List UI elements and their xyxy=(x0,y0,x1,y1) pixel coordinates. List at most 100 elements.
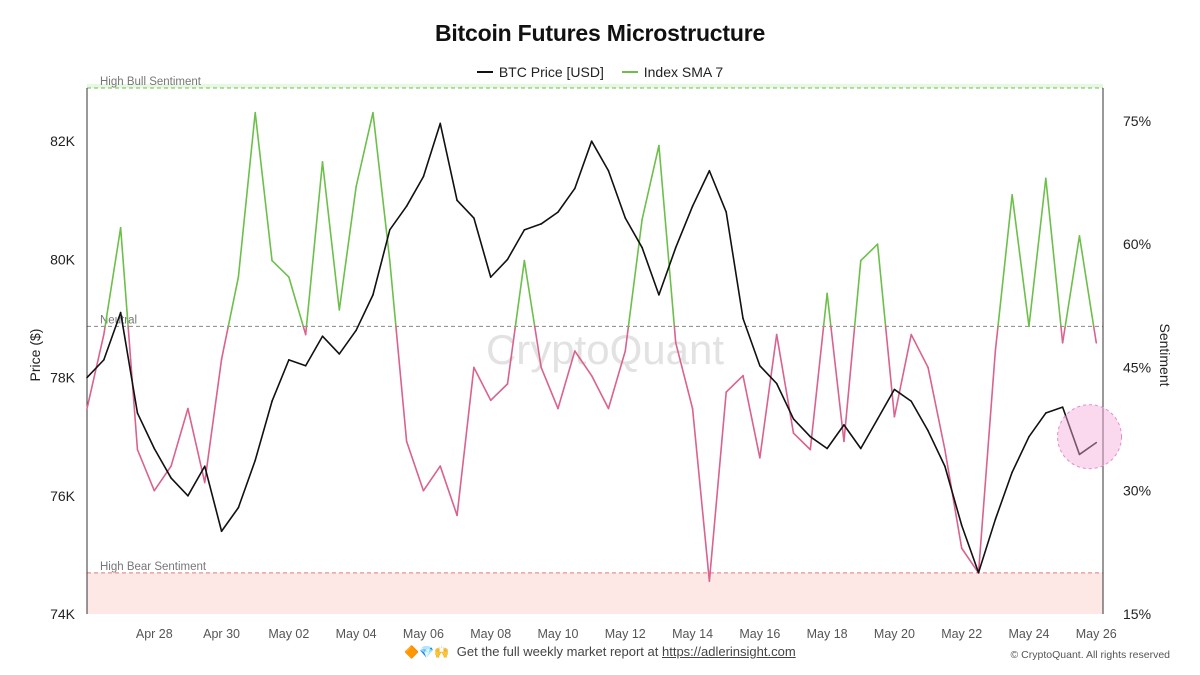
sentiment-segment-3-0 xyxy=(136,448,156,492)
footer-report-link[interactable]: https://adlerinsight.com xyxy=(661,644,796,659)
reference-label-2: High Bear Sentiment xyxy=(100,561,207,573)
x-tick-label-11: May 20 xyxy=(874,627,915,641)
y-axis-title: Price ($) xyxy=(27,329,43,382)
legend-item-btc-price[interactable]: BTC Price [USD] xyxy=(476,64,604,80)
btc-price-segment-56 xyxy=(1028,412,1047,438)
chart-title: Bitcoin Futures Microstructure xyxy=(434,20,766,46)
btc-price-segment-3 xyxy=(136,412,156,450)
sentiment-segment-8-1 xyxy=(227,276,240,328)
sentiment-segment-24-0 xyxy=(489,383,509,402)
btc-price-segment-24 xyxy=(489,258,509,278)
sentiment-segment-34-1 xyxy=(673,325,677,344)
btc-price-segment-2 xyxy=(119,311,139,414)
sentiment-segment-49-0 xyxy=(910,333,929,369)
x-tick-label-8: May 14 xyxy=(672,627,713,641)
btc-price-segment-13 xyxy=(304,335,324,367)
btc-price-segment-29 xyxy=(574,140,593,190)
sentiment-segment-16-0 xyxy=(355,111,374,188)
btc-price-segment-11 xyxy=(271,359,290,403)
sentiment-segment-29-0 xyxy=(574,350,593,377)
sentiment-segment-8-0 xyxy=(220,325,230,361)
sentiment-segment-54-0 xyxy=(994,325,999,352)
btc-price-segment-28 xyxy=(557,187,576,213)
sentiment-segment-46-0 xyxy=(859,243,879,262)
btc-price-segment-37 xyxy=(708,169,728,213)
sentiment-segment-17-0 xyxy=(372,111,391,262)
footer-emoji-icons: 🔶💎🙌 xyxy=(404,645,450,659)
btc-price-segment-39 xyxy=(742,317,761,367)
btc-price-segment-10 xyxy=(254,400,273,462)
sentiment-segment-38-0 xyxy=(725,374,744,393)
btc-price-segment-1 xyxy=(103,311,122,361)
btc-price-segment-15 xyxy=(338,329,357,355)
sentiment-segment-36-0 xyxy=(691,407,711,582)
footer-text: Get the full weekly market report at xyxy=(456,644,662,659)
watermark-text: CryptoQuant xyxy=(486,326,724,373)
sentiment-segment-18-0 xyxy=(388,259,397,328)
btc-price-segment-51 xyxy=(944,465,963,527)
sentiment-segment-21-0 xyxy=(439,465,458,517)
sentiment-segment-41-0 xyxy=(775,333,795,434)
sentiment-segment-1-1 xyxy=(104,226,122,328)
sentiment-segment-26-0 xyxy=(523,259,536,328)
btc-price-segment-49 xyxy=(910,400,929,432)
btc-price-segment-43 xyxy=(809,435,828,450)
btc-price-segment-35 xyxy=(674,205,694,249)
sentiment-segment-4-0 xyxy=(153,465,172,492)
sentiment-segment-44-0 xyxy=(826,292,832,328)
btc-price-segment-23 xyxy=(473,217,492,278)
btc-price-segment-22 xyxy=(456,199,475,219)
sentiment-segment-58-1 xyxy=(1064,235,1081,328)
sentiment-segment-32-1 xyxy=(627,218,643,328)
x-tick-label-5: May 08 xyxy=(470,627,511,641)
btc-price-segment-48 xyxy=(893,388,913,403)
x-tick-label-1: Apr 30 xyxy=(203,627,240,641)
legend-label-btc-price: BTC Price [USD] xyxy=(498,64,604,80)
legend-label-index-sma: Index SMA 7 xyxy=(643,64,724,80)
sentiment-segment-44-1 xyxy=(830,325,845,443)
y2-tick-label-3: 60% xyxy=(1123,236,1151,252)
btc-price-segment-53 xyxy=(977,518,997,574)
sentiment-segment-2-0 xyxy=(119,226,129,328)
sentiment-segment-25-0 xyxy=(506,325,517,385)
x-tick-label-12: May 22 xyxy=(941,627,982,641)
sentiment-segment-59-1 xyxy=(1092,325,1098,344)
reference-label-0: High Bull Sentiment xyxy=(100,76,202,88)
btc-price-segment-4 xyxy=(153,447,172,479)
y2-tick-label-4: 75% xyxy=(1123,113,1151,129)
sentiment-segment-9-0 xyxy=(237,111,257,278)
btc-price-segment-44 xyxy=(826,424,845,450)
btc-price-segment-31 xyxy=(607,169,627,219)
sentiment-segment-40-0 xyxy=(759,333,778,459)
btc-price-segment-52 xyxy=(960,524,980,574)
sentiment-segment-51-0 xyxy=(944,448,963,550)
btc-price-segment-8 xyxy=(220,506,240,533)
btc-price-segment-27 xyxy=(540,211,559,225)
y-tick-label-1: 76K xyxy=(50,488,76,504)
btc-price-segment-42 xyxy=(792,418,812,438)
btc-price-segment-21 xyxy=(439,122,458,202)
sentiment-segment-22-0 xyxy=(456,366,475,517)
sentiment-segment-47-0 xyxy=(876,243,887,328)
sentiment-segment-55-0 xyxy=(1011,194,1030,328)
btc-price-segment-54 xyxy=(994,471,1013,521)
sentiment-segment-37-0 xyxy=(708,391,728,582)
sentiment-segment-42-0 xyxy=(792,432,812,451)
sentiment-segment-39-0 xyxy=(742,374,761,459)
btc-price-segment-50 xyxy=(927,429,946,468)
sentiment-segment-30-0 xyxy=(590,374,610,410)
btc-price-segment-57 xyxy=(1045,406,1064,414)
sentiment-segment-15-0 xyxy=(338,185,357,311)
sentiment-segment-50-0 xyxy=(927,366,946,451)
sentiment-segment-26-1 xyxy=(533,325,542,369)
sentiment-segment-18-1 xyxy=(395,325,408,443)
sentiment-segment-45-0 xyxy=(843,325,856,443)
x-tick-label-4: May 06 xyxy=(403,627,444,641)
btc-price-segment-40 xyxy=(759,364,778,385)
sentiment-segment-11-0 xyxy=(271,259,290,278)
btc-price-segment-16 xyxy=(355,294,374,332)
sentiment-segment-59-0 xyxy=(1078,235,1095,328)
legend-item-index-sma[interactable]: Index SMA 7 xyxy=(621,64,724,80)
sentiment-segment-25-1 xyxy=(514,259,526,328)
